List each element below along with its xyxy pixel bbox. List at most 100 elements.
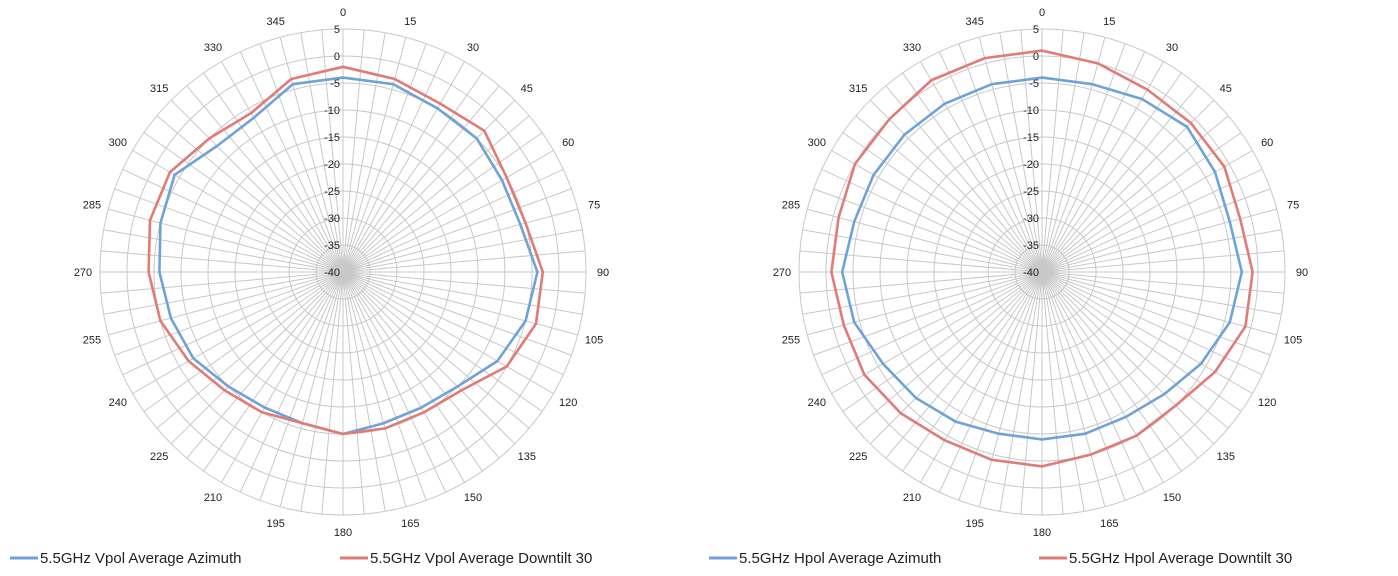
grid-spoke bbox=[342, 250, 586, 273]
radial-tick-label: -5 bbox=[330, 78, 340, 90]
radial-tick-label: -20 bbox=[324, 159, 340, 171]
series-line-1 bbox=[840, 76, 1244, 441]
grid-spoke bbox=[342, 271, 500, 459]
angle-tick-label: 120 bbox=[559, 397, 577, 409]
grid-spoke bbox=[1041, 37, 1106, 273]
angle-tick-label: 45 bbox=[1220, 83, 1232, 95]
radial-tick-label: -30 bbox=[324, 213, 340, 225]
legend-label: 5.5GHz Hpol Average Downtilt 30 bbox=[1069, 550, 1292, 567]
series-line-2 bbox=[147, 65, 545, 436]
radial-tick-label: -20 bbox=[1023, 159, 1039, 171]
series-line-2 bbox=[830, 49, 1254, 468]
grid-spoke bbox=[342, 37, 407, 273]
legend-label: 5.5GHz Vpol Average Downtilt 30 bbox=[370, 550, 592, 567]
grid-spoke bbox=[143, 271, 344, 412]
grid-spoke bbox=[156, 115, 344, 273]
grid-spoke bbox=[342, 72, 483, 273]
grid-spoke bbox=[1020, 271, 1043, 515]
grid-spoke bbox=[902, 72, 1043, 273]
radial-tick-label: -5 bbox=[1029, 78, 1039, 90]
grid-spoke bbox=[342, 271, 407, 507]
grid-spoke bbox=[1041, 271, 1282, 315]
grid-spoke bbox=[1041, 271, 1253, 394]
grid-spoke bbox=[1041, 208, 1277, 273]
angle-tick-label: 255 bbox=[782, 334, 800, 346]
angle-tick-label: 0 bbox=[1039, 7, 1045, 19]
grid-spoke bbox=[1041, 99, 1215, 273]
grid-spoke bbox=[342, 208, 578, 273]
grid-spoke bbox=[203, 271, 344, 472]
angle-tick-label: 195 bbox=[267, 518, 285, 530]
grid-spoke bbox=[203, 72, 344, 273]
grid-spoke bbox=[1041, 271, 1164, 483]
grid-spoke bbox=[342, 271, 465, 483]
angle-tick-label: 285 bbox=[83, 200, 101, 212]
grid-spoke bbox=[958, 271, 1043, 501]
angle-tick-label: 255 bbox=[83, 334, 101, 346]
grid-spoke bbox=[807, 208, 1043, 273]
grid-spoke bbox=[1041, 168, 1263, 273]
angle-tick-label: 330 bbox=[204, 42, 222, 54]
grid-spoke bbox=[831, 150, 1043, 273]
grid-spoke bbox=[342, 61, 465, 273]
grid-spoke bbox=[239, 271, 344, 493]
grid-spoke bbox=[132, 150, 344, 273]
grid-spoke bbox=[902, 271, 1043, 472]
grid-spoke bbox=[869, 99, 1043, 273]
grid-spoke bbox=[1041, 271, 1126, 501]
grid-spoke bbox=[108, 271, 344, 336]
angle-tick-label: 240 bbox=[808, 397, 826, 409]
grid-spoke bbox=[342, 271, 572, 356]
grid-spoke bbox=[1020, 29, 1043, 273]
angle-tick-label: 135 bbox=[1217, 451, 1235, 463]
angle-tick-label: 75 bbox=[1287, 200, 1299, 212]
grid-spoke bbox=[1041, 72, 1182, 273]
angle-tick-label: 165 bbox=[1100, 518, 1118, 530]
angle-tick-label: 120 bbox=[1258, 397, 1276, 409]
grid-spoke bbox=[342, 168, 564, 273]
radial-tick-label: -40 bbox=[1023, 267, 1039, 279]
grid-spoke bbox=[1041, 271, 1146, 493]
polar-chart-hpol: 50-5-10-15-20-25-30-35-40015304560759010… bbox=[709, 7, 1308, 567]
angle-tick-label: 180 bbox=[334, 527, 352, 539]
grid-spoke bbox=[821, 168, 1043, 273]
grid-spoke bbox=[1041, 271, 1085, 512]
angle-tick-label: 30 bbox=[1166, 42, 1178, 54]
angle-tick-label: 330 bbox=[903, 42, 921, 54]
grid-spoke bbox=[300, 32, 344, 273]
grid-spoke bbox=[342, 271, 427, 501]
angle-tick-label: 195 bbox=[966, 518, 984, 530]
grid-spoke bbox=[122, 168, 344, 273]
grid-spoke bbox=[978, 37, 1043, 273]
angle-tick-label: 165 bbox=[401, 518, 419, 530]
grid-spoke bbox=[802, 229, 1043, 273]
grid-spoke bbox=[100, 250, 344, 273]
grid-spoke bbox=[342, 51, 447, 273]
grid-spoke bbox=[807, 271, 1043, 336]
grid-spoke bbox=[869, 271, 1043, 445]
angle-tick-label: 300 bbox=[109, 137, 127, 149]
grid-spoke bbox=[239, 51, 344, 273]
angle-tick-label: 15 bbox=[404, 16, 416, 28]
grid-spoke bbox=[143, 132, 344, 273]
grid-spoke bbox=[342, 150, 554, 273]
angle-tick-label: 75 bbox=[588, 200, 600, 212]
grid-spoke bbox=[1041, 250, 1285, 273]
grid-spoke bbox=[1041, 271, 1064, 515]
grid-spoke bbox=[958, 43, 1043, 273]
grid-spoke bbox=[342, 271, 586, 294]
grid-spoke bbox=[799, 271, 1043, 294]
angle-tick-label: 345 bbox=[966, 16, 984, 28]
angle-tick-label: 270 bbox=[773, 267, 791, 279]
grid-spoke bbox=[342, 99, 516, 273]
grid-spoke bbox=[1041, 271, 1271, 356]
angle-tick-label: 210 bbox=[903, 492, 921, 504]
angle-tick-label: 105 bbox=[1284, 334, 1302, 346]
grid-spoke bbox=[321, 271, 344, 515]
grid-spoke bbox=[799, 250, 1043, 273]
angle-tick-label: 270 bbox=[74, 267, 92, 279]
angle-tick-label: 60 bbox=[562, 137, 574, 149]
radial-tick-label: -15 bbox=[1023, 132, 1039, 144]
grid-spoke bbox=[342, 271, 543, 412]
grid-spoke bbox=[1041, 43, 1126, 273]
